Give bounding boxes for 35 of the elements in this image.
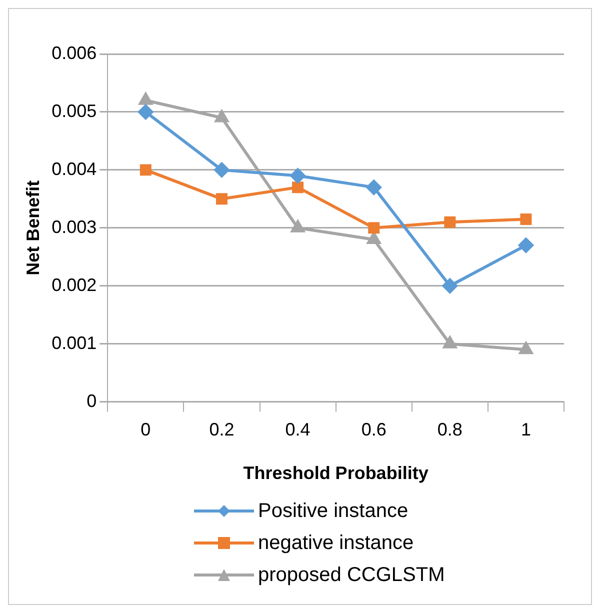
x-tick-label: 1 [520, 420, 531, 440]
point [290, 168, 306, 184]
x-tick-label: 0.8 [437, 420, 462, 440]
point [140, 164, 152, 176]
x-tick-label: 0.4 [285, 420, 310, 440]
legend-label: negative instance [258, 532, 414, 554]
y-tick-label: 0.003 [52, 216, 97, 237]
x-tick-label: 0.2 [209, 420, 234, 440]
y-axis-title: Net Benefit [22, 180, 43, 276]
legend-label: proposed CCGLSTM [258, 564, 445, 586]
y-tick-label: 0 [86, 390, 97, 411]
point [216, 193, 228, 205]
point [215, 110, 228, 122]
point [291, 220, 304, 232]
point [443, 336, 457, 348]
legend-label: Positive instance [258, 500, 408, 522]
point [138, 104, 154, 120]
point [292, 182, 304, 194]
point [520, 213, 532, 225]
point [214, 162, 230, 178]
y-tick-label: 0.002 [52, 274, 97, 295]
point [367, 232, 381, 244]
x-tick-label: 0 [140, 420, 151, 440]
point [518, 238, 534, 253]
point [442, 278, 458, 294]
point [444, 216, 456, 228]
y-tick-label: 0.004 [52, 158, 97, 179]
y-tick-label: 0.006 [52, 42, 97, 63]
point [519, 342, 533, 354]
point [366, 180, 382, 195]
point [368, 222, 380, 234]
y-tick-label: 0.005 [52, 100, 97, 121]
y-tick-label: 0.001 [52, 332, 97, 353]
x-axis-title: Threshold Probability [243, 463, 428, 484]
x-tick-label: 0.6 [361, 420, 386, 440]
